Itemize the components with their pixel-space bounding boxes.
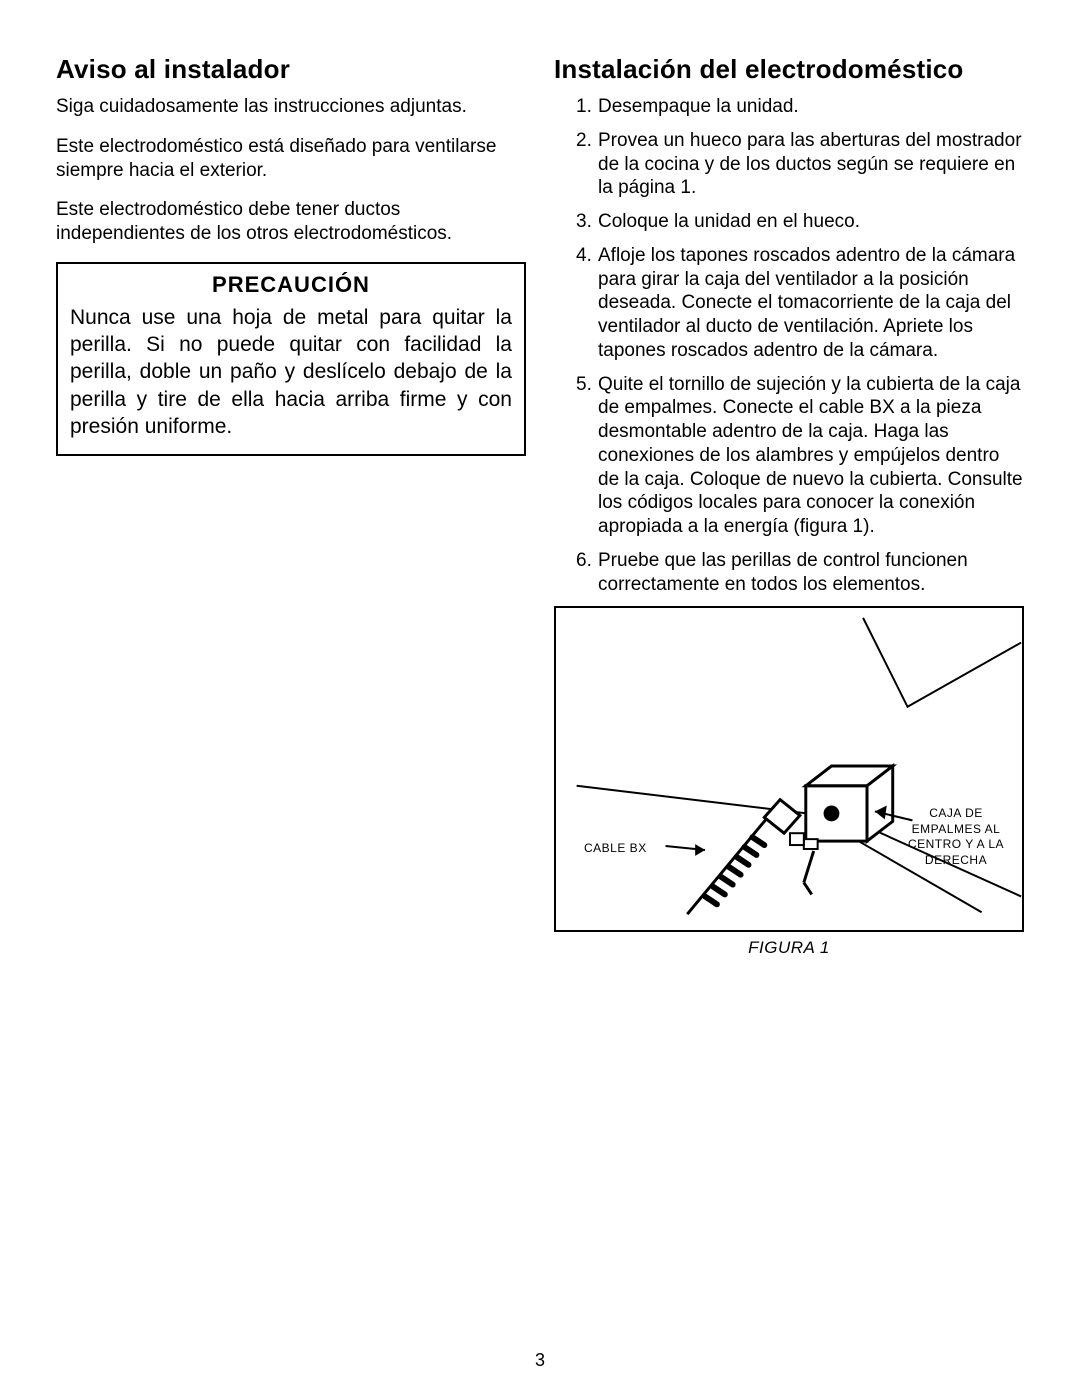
- figure-label-cable-bx: CABLE BX: [584, 841, 647, 857]
- list-item: 2.Provea un hueco para las aberturas del…: [576, 129, 1024, 200]
- install-steps-list: 1.Desempaque la unidad. 2.Provea un huec…: [554, 95, 1024, 596]
- caution-title: PRECAUCIÓN: [70, 272, 512, 298]
- caution-body: Nunca use una hoja de metal para quitar …: [70, 304, 512, 440]
- step-text: Provea un hueco para las aberturas del m…: [598, 129, 1024, 200]
- page-number: 3: [0, 1350, 1080, 1371]
- left-column: Aviso al instalador Siga cuidadosamente …: [56, 54, 526, 958]
- step-number: 6.: [576, 549, 598, 597]
- figure-box: CABLE BX CAJA DEEMPALMES ALCENTRO Y A LA…: [554, 606, 1024, 932]
- step-number: 4.: [576, 244, 598, 363]
- step-text: Pruebe que las perillas de control funci…: [598, 549, 1024, 597]
- figure-caption: FIGURA 1: [554, 938, 1024, 958]
- junction-box-diagram: [556, 608, 1022, 930]
- list-item: 4.Afloje los tapones roscados adentro de…: [576, 244, 1024, 363]
- step-number: 2.: [576, 129, 598, 200]
- left-p2: Este electrodoméstico está diseñado para…: [56, 135, 526, 183]
- figure-1: CABLE BX CAJA DEEMPALMES ALCENTRO Y A LA…: [554, 606, 1024, 958]
- step-number: 3.: [576, 210, 598, 234]
- step-text: Afloje los tapones roscados adentro de l…: [598, 244, 1024, 363]
- step-text: Desempaque la unidad.: [598, 95, 799, 119]
- right-heading: Instalación del electrodoméstico: [554, 54, 1024, 85]
- right-column: Instalación del electrodoméstico 1.Desem…: [554, 54, 1024, 958]
- figure-label-junction-box: CAJA DEEMPALMES ALCENTRO Y A LADERECHA: [896, 806, 1016, 868]
- list-item: 1.Desempaque la unidad.: [576, 95, 1024, 119]
- list-item: 5.Quite el tornillo de sujeción y la cub…: [576, 373, 1024, 539]
- list-item: 3.Coloque la unidad en el hueco.: [576, 210, 1024, 234]
- caution-box: PRECAUCIÓN Nunca use una hoja de metal p…: [56, 262, 526, 456]
- list-item: 6.Pruebe que las perillas de control fun…: [576, 549, 1024, 597]
- step-number: 5.: [576, 373, 598, 539]
- step-text: Quite el tornillo de sujeción y la cubie…: [598, 373, 1024, 539]
- left-heading: Aviso al instalador: [56, 54, 526, 85]
- left-p3: Este electrodoméstico debe tener ductos …: [56, 198, 526, 246]
- step-text: Coloque la unidad en el hueco.: [598, 210, 860, 234]
- two-column-layout: Aviso al instalador Siga cuidadosamente …: [56, 54, 1024, 958]
- left-p1: Siga cuidadosamente las instrucciones ad…: [56, 95, 526, 119]
- step-number: 1.: [576, 95, 598, 119]
